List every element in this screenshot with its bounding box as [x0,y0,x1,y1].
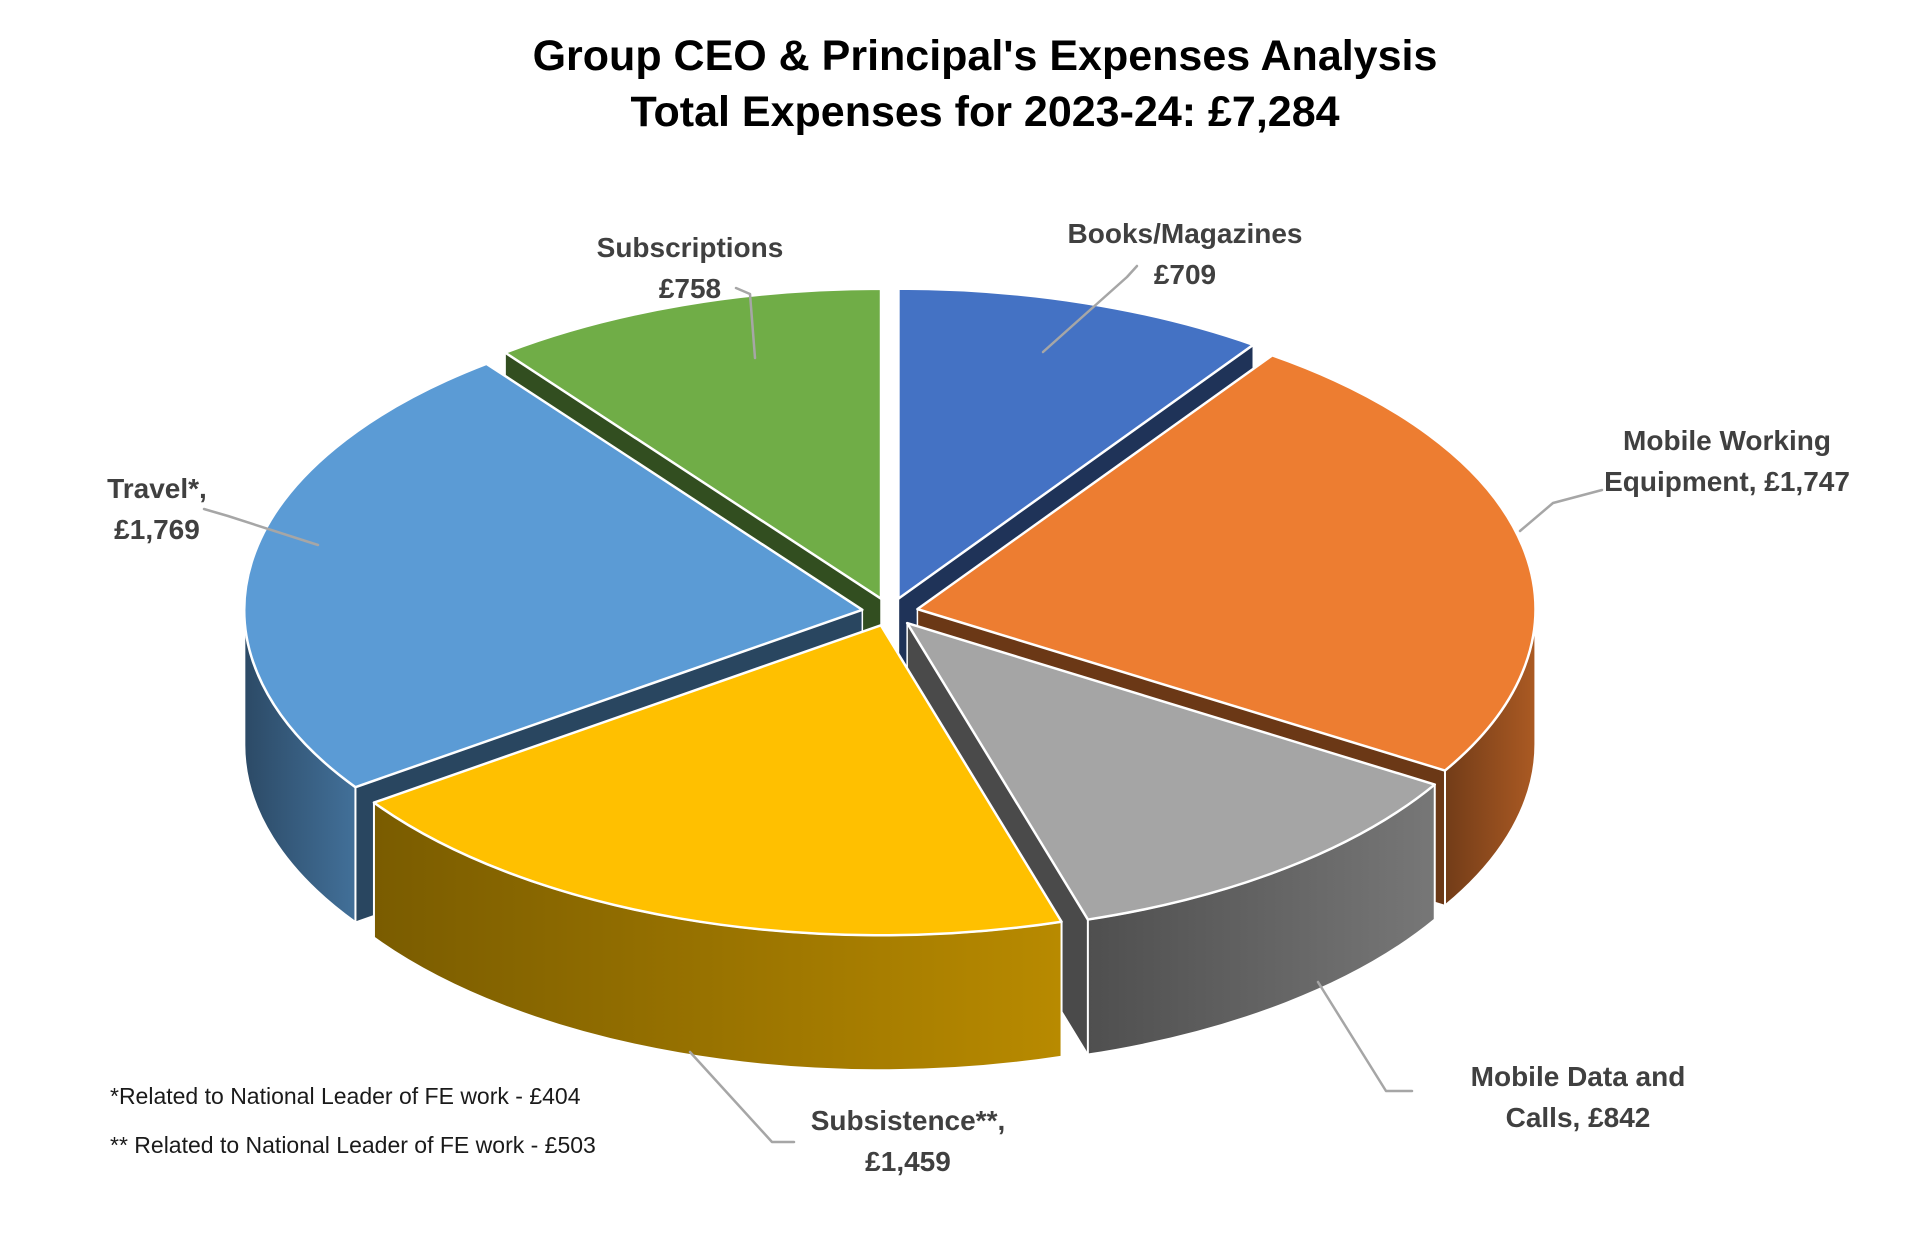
slice-label-mobile-working-equipment-line1: Mobile Working [1623,425,1831,456]
slice-top-face [243,362,864,789]
slice-label-mobile-working-equipment-line2: Equipment, £1,747 [1604,466,1850,497]
slice-label-travel-line2: £1,769 [114,514,200,545]
footnote-subsistence: ** Related to National Leader of FE work… [110,1132,596,1158]
footnote-travel: *Related to National Leader of FE work -… [110,1083,581,1109]
slice-top-face [905,621,1436,921]
slice-top-face [503,287,883,600]
slice-label-books-magazines-line1: Books/Magazines [1068,218,1303,249]
leader-line-mobile-working-equipment [1518,488,1604,533]
chart-title: Group CEO & Principal's Expenses Analysi… [50,28,1920,140]
slice-label-mobile-data-and-calls-line2: Calls, £842 [1506,1102,1651,1133]
leader-line-travel [202,507,320,547]
slice-label-travel-line1: Travel*, [107,473,207,504]
slice-label-subscriptions-line2: £758 [659,273,721,304]
slice-top-face [372,624,1063,937]
pie-slice-subsistence [372,624,1063,1072]
chart-title-line2: Total Expenses for 2023-24: £7,284 [630,88,1340,136]
leader-line-subscriptions [734,286,757,360]
slice-label-subsistence-line1: Subsistence**, [811,1105,1006,1136]
slice-label-mobile-data-and-calls-line1: Mobile Data and [1471,1061,1686,1092]
chart-title-line1: Group CEO & Principal's Expenses Analysi… [532,32,1438,80]
slice-top-face [897,287,1255,600]
leader-line-mobile-data-and-calls [1316,980,1414,1093]
slice-label-subscriptions-line1: Subscriptions [597,232,784,263]
slice-label-books-magazines-line2: £709 [1154,259,1216,290]
slice-top-face [916,354,1537,772]
leader-line-books-magazines [1041,264,1139,354]
slice-label-subsistence-line2: £1,459 [865,1146,951,1177]
leader-line-subsistence [688,1050,796,1144]
